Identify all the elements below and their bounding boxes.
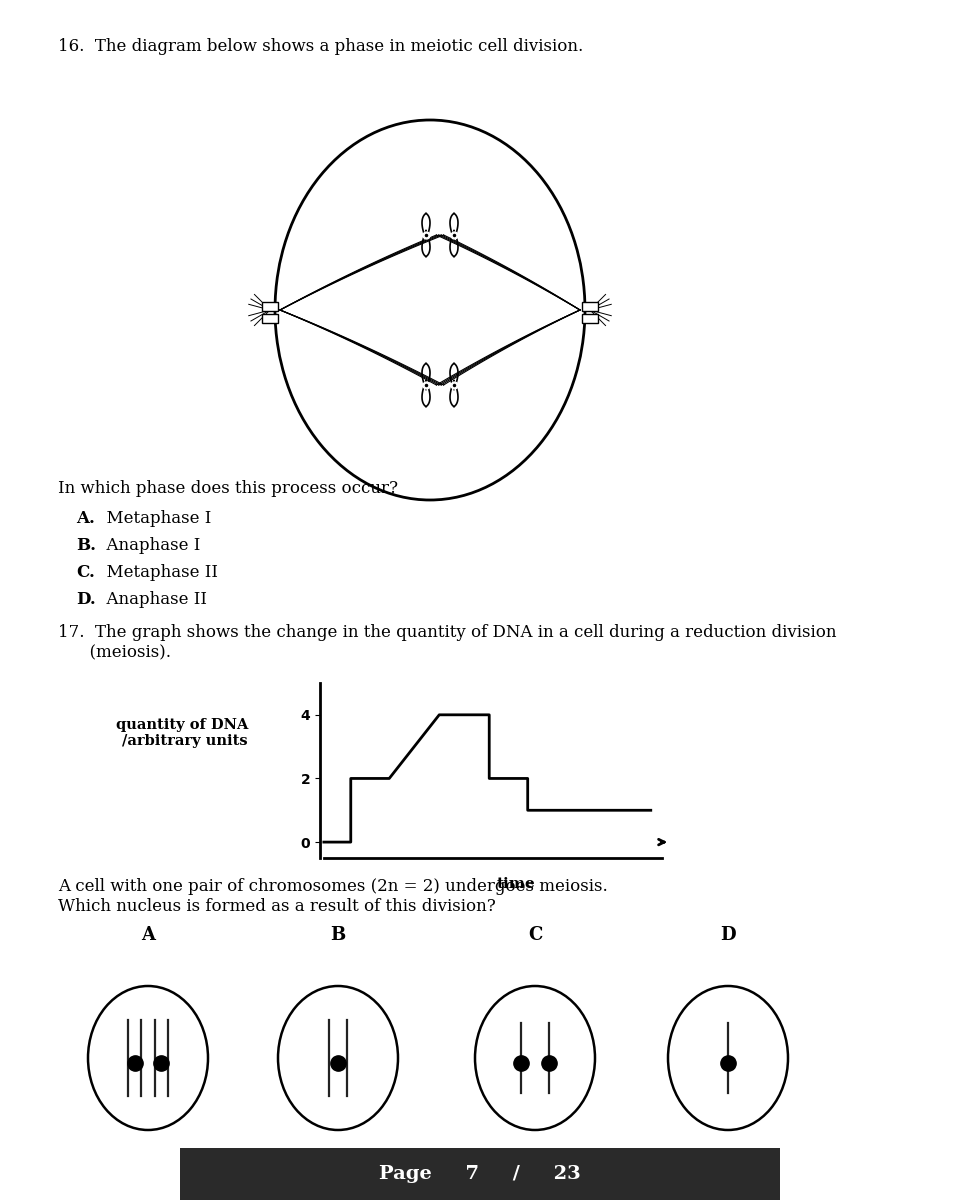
Bar [180, 1148, 780, 1200]
Text: Page     7     /     23: Page 7 / 23 [379, 1165, 581, 1183]
Text: In which phase does this process occur?: In which phase does this process occur? [58, 480, 398, 497]
Bar [582, 314, 598, 323]
Text: C.: C. [76, 564, 95, 581]
Text: 16.  The diagram below shows a phase in meiotic cell division.: 16. The diagram below shows a phase in m… [58, 38, 583, 55]
Text: B.: B. [76, 538, 96, 554]
Bar [262, 314, 278, 323]
Text: Which nucleus is formed as a result of this division?: Which nucleus is formed as a result of t… [58, 898, 496, 914]
Text: A: A [141, 926, 155, 944]
Text: quantity of DNA: quantity of DNA [116, 718, 248, 732]
Text: 17.  The graph shows the change in the quantity of DNA in a cell during a reduct: 17. The graph shows the change in the qu… [58, 624, 836, 641]
Text: A.: A. [76, 510, 95, 527]
Text: time: time [497, 877, 535, 892]
Bar [262, 302, 278, 311]
Text: (meiosis).: (meiosis). [58, 644, 171, 661]
Text: /arbitrary units: /arbitrary units [123, 734, 248, 748]
Text: C: C [527, 926, 542, 944]
Text: Metaphase I: Metaphase I [96, 510, 211, 527]
Bar [582, 302, 598, 311]
Text: Metaphase II: Metaphase II [96, 564, 218, 581]
Text: D: D [720, 926, 736, 944]
Text: Anaphase II: Anaphase II [96, 590, 207, 608]
Text: A cell with one pair of chromosomes (2n = 2) undergoes meiosis.: A cell with one pair of chromosomes (2n … [58, 878, 608, 895]
Text: B: B [330, 926, 345, 944]
Text: Anaphase I: Anaphase I [96, 538, 200, 554]
Text: D.: D. [76, 590, 96, 608]
